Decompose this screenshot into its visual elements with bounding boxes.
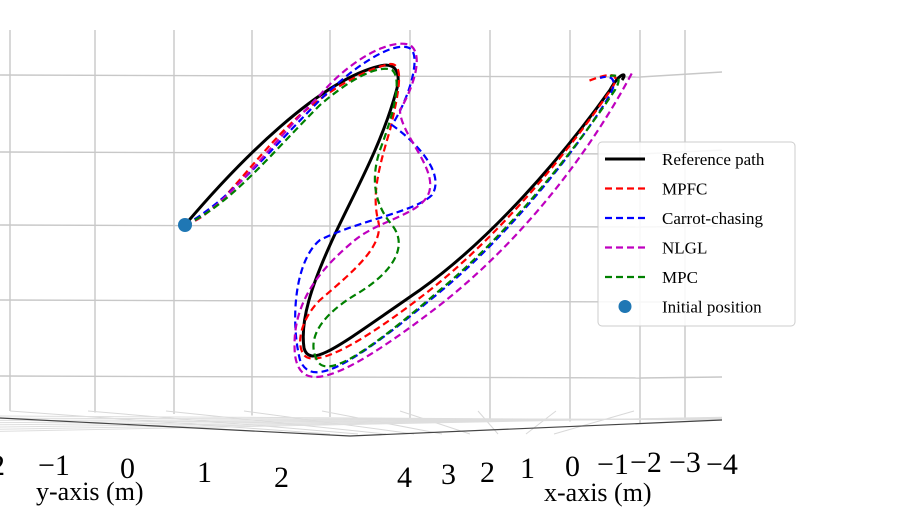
y-tick-label: 2 xyxy=(274,461,289,494)
series-carrot-chasing xyxy=(184,45,615,374)
grid-line xyxy=(0,74,641,78)
legend-label: Carrot-chasing xyxy=(662,209,764,228)
x-axis-line xyxy=(349,419,723,437)
y-tick-label: 2 xyxy=(0,449,5,482)
x-axis-label: x-axis (m) xyxy=(544,478,652,507)
x-tick-label: 2 xyxy=(480,456,495,489)
x-tick-label: 0 xyxy=(565,450,580,483)
series-reference-path xyxy=(183,63,626,358)
legend-label: NLGL xyxy=(662,239,707,258)
floor-line xyxy=(0,416,723,432)
legend-label: Reference path xyxy=(662,150,765,169)
grid-line xyxy=(639,71,723,78)
floor-line xyxy=(9,410,331,435)
y-tick-label: 0 xyxy=(120,452,135,485)
y-axis-line xyxy=(0,417,351,437)
x-tick-label: 3 xyxy=(441,458,456,491)
x-tick-label: 4 xyxy=(397,461,412,494)
x-tick-label: −2 xyxy=(630,446,662,479)
initial-position-marker xyxy=(178,218,192,232)
legend-marker xyxy=(618,300,632,313)
legend: Reference path MPFC Carrot-chasing NLGL MPC I… xyxy=(597,141,796,327)
series-lines xyxy=(178,42,633,379)
x-tick-label: −3 xyxy=(669,446,701,479)
grid-line xyxy=(0,224,641,228)
x-tick-label: −1 xyxy=(597,448,629,481)
floor-line xyxy=(553,410,635,435)
legend-label: Initial position xyxy=(662,298,762,317)
grid-line xyxy=(0,151,641,155)
legend-frame xyxy=(597,141,796,327)
x-tick-label: −4 xyxy=(706,448,738,481)
series-nlgl xyxy=(184,42,633,379)
grid-line xyxy=(639,376,723,379)
y-tick-label: 1 xyxy=(197,456,212,489)
y-tick-label: −1 xyxy=(38,449,70,482)
y-axis-label: y-axis (m) xyxy=(36,477,144,506)
axis-lines xyxy=(0,417,723,437)
series-mpc xyxy=(184,67,620,368)
legend-label: MPC xyxy=(662,268,698,287)
x-tick-label: 1 xyxy=(520,452,535,485)
series-mpfc xyxy=(184,62,617,360)
legend-label: MPFC xyxy=(662,180,707,199)
floor-line xyxy=(525,410,557,435)
